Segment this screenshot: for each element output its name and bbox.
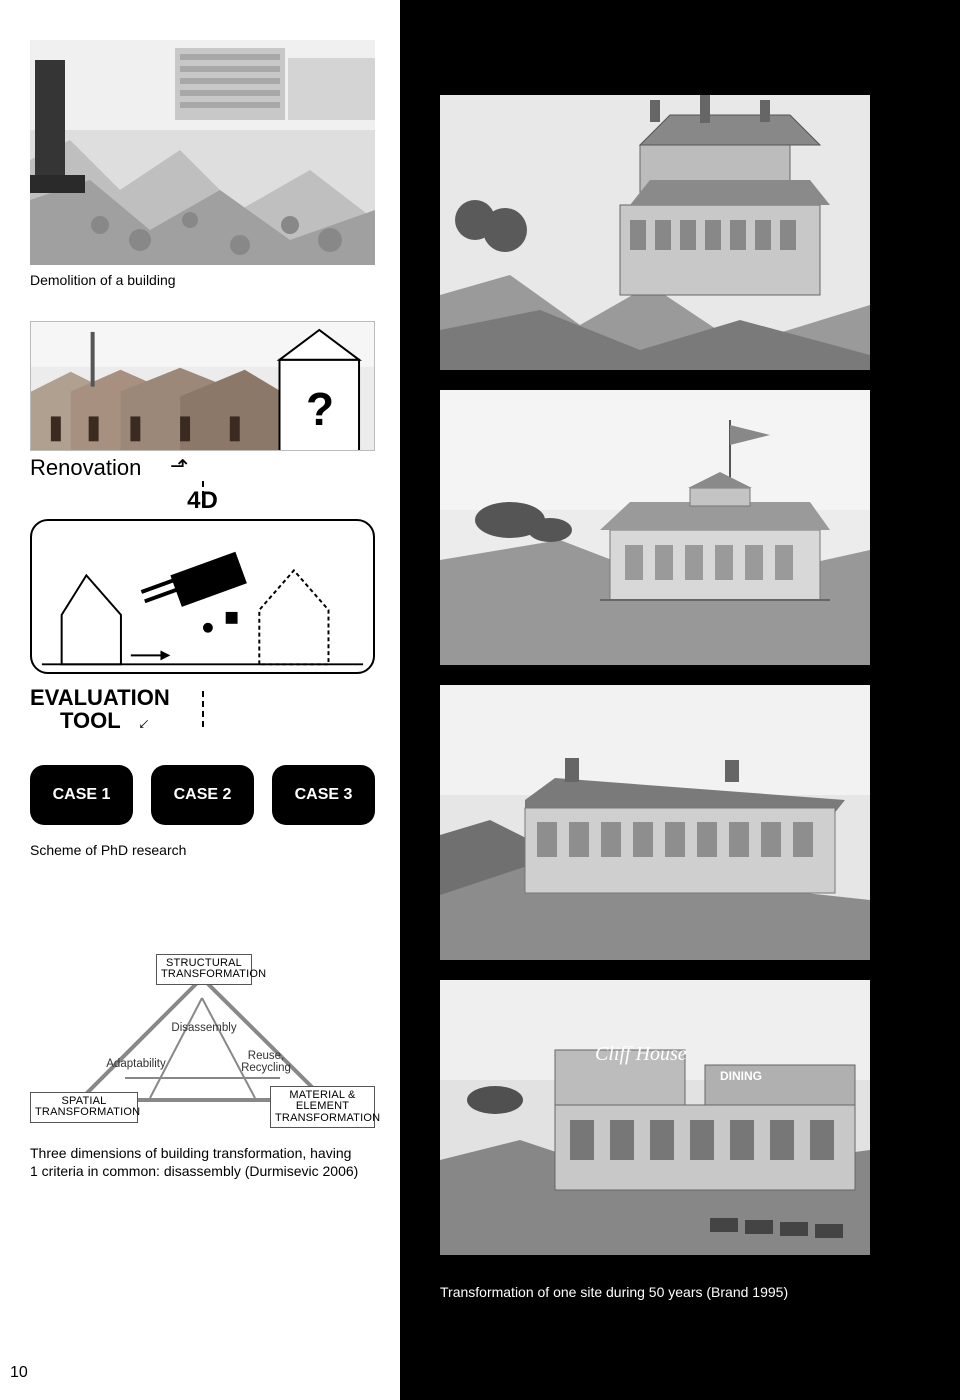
cliff-photo-2 bbox=[440, 390, 870, 665]
tri-right-label: Reuse, Recycling bbox=[230, 1050, 302, 1074]
svg-text:DINING: DINING bbox=[720, 1069, 762, 1083]
cliff-photo-3 bbox=[440, 685, 870, 960]
scheme-rowhouse: ? bbox=[30, 321, 375, 451]
tri-right-box: MATERIAL & ELEMENT TRANSFORMATION bbox=[270, 1086, 375, 1129]
page-number: 10 bbox=[10, 1364, 28, 1382]
scheme-question-mark: ? bbox=[306, 382, 334, 436]
tri-right-l2: Recycling bbox=[241, 1062, 291, 1074]
case-2-pill: CASE 2 bbox=[151, 765, 254, 825]
cliff-photo-4: Cliff House DINING bbox=[440, 980, 870, 1255]
triangle-caption-l1: Three dimensions of building transformat… bbox=[30, 1145, 351, 1161]
case-3-pill: CASE 3 bbox=[272, 765, 375, 825]
right-column: Cliff House DINING Transformation of one… bbox=[440, 0, 920, 1400]
renovation-label: Renovation bbox=[30, 455, 141, 480]
scheme-figure: ? Renovation ⬏ 4D bbox=[30, 321, 375, 825]
triangle-caption: Three dimensions of building transformat… bbox=[0, 1138, 400, 1180]
scheme-caption: Scheme of PhD research bbox=[0, 835, 400, 859]
scheme-4d-box bbox=[30, 519, 375, 674]
svg-text:Cliff House: Cliff House bbox=[595, 1043, 687, 1065]
tri-center-label: Disassembly bbox=[168, 1022, 240, 1034]
case-row: CASE 1 CASE 2 CASE 3 bbox=[30, 765, 375, 825]
demolition-caption: Demolition of a building bbox=[0, 265, 400, 289]
tri-left-box: SPATIAL TRANSFORMATION bbox=[30, 1092, 138, 1123]
scheme-arrow-2 bbox=[202, 691, 204, 727]
tri-top-box: STRUCTURAL TRANSFORMATION bbox=[156, 954, 252, 985]
tri-left-label: Adaptability bbox=[100, 1058, 172, 1070]
scheme-arrow-1 bbox=[202, 481, 204, 507]
triangle-diagram: STRUCTURAL TRANSFORMATION SPATIAL TRANSF… bbox=[30, 950, 375, 1130]
tri-right-l1: Reuse, bbox=[248, 1050, 284, 1062]
cliff-photo-1 bbox=[440, 95, 870, 370]
demolition-photo bbox=[30, 40, 375, 265]
triangle-caption-l2: 1 criteria in common: disassembly (Durmi… bbox=[30, 1163, 358, 1179]
left-column: Demolition of a building bbox=[0, 0, 400, 1400]
cliff-caption: Transformation of one site during 50 yea… bbox=[440, 1275, 920, 1301]
case-1-pill: CASE 1 bbox=[30, 765, 133, 825]
